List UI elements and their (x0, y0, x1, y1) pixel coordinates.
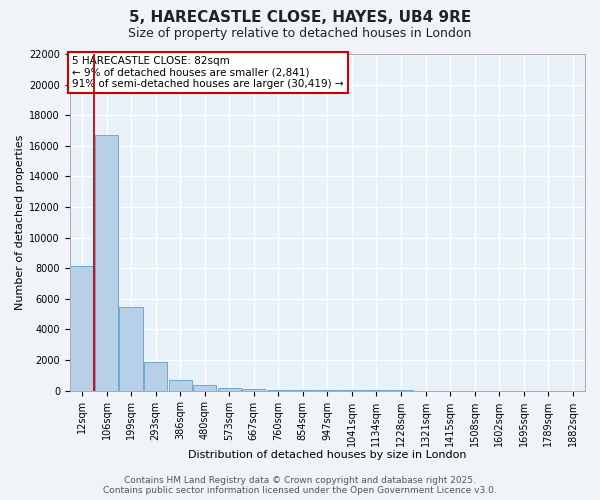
Bar (119, 307, 143, 390)
Text: 5 HARECASTLE CLOSE: 82sqm
← 9% of detached houses are smaller (2,841)
91% of sem: 5 HARECASTLE CLOSE: 82sqm ← 9% of detach… (73, 56, 344, 89)
Text: Contains HM Land Registry data © Crown copyright and database right 2025.
Contai: Contains HM Land Registry data © Crown c… (103, 476, 497, 495)
Y-axis label: Number of detached properties: Number of detached properties (15, 134, 25, 310)
Bar (95, 135, 118, 390)
Bar (169, 380, 192, 390)
Bar (193, 385, 217, 390)
Bar (218, 388, 241, 390)
Bar (70, 266, 94, 390)
X-axis label: Distribution of detached houses by size in London: Distribution of detached houses by size … (188, 450, 467, 460)
Bar (242, 389, 265, 390)
Bar (144, 362, 167, 390)
Text: 5, HARECASTLE CLOSE, HAYES, UB4 9RE: 5, HARECASTLE CLOSE, HAYES, UB4 9RE (129, 10, 471, 25)
Text: Size of property relative to detached houses in London: Size of property relative to detached ho… (128, 28, 472, 40)
